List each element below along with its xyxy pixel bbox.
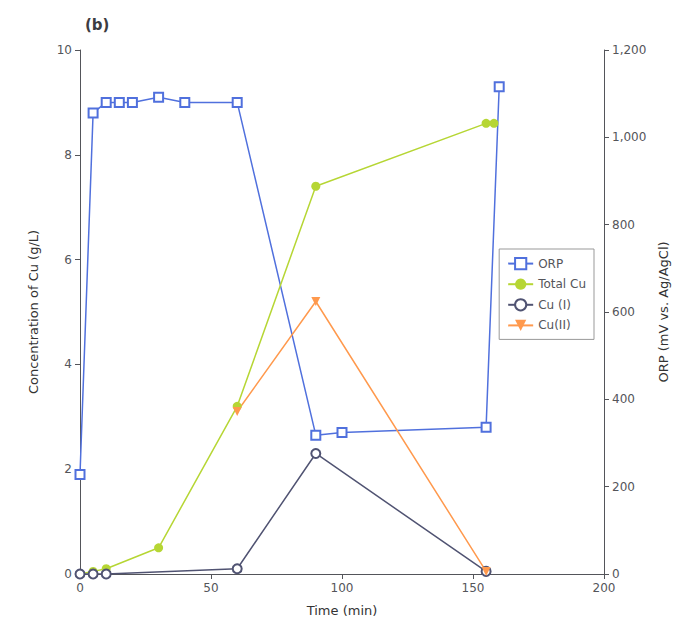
svg-text:100: 100 bbox=[331, 581, 354, 595]
svg-text:600: 600 bbox=[612, 305, 635, 319]
svg-text:0: 0 bbox=[76, 581, 84, 595]
svg-text:Total Cu: Total Cu bbox=[537, 277, 586, 291]
svg-text:4: 4 bbox=[64, 357, 72, 371]
svg-text:50: 50 bbox=[203, 581, 218, 595]
svg-text:Time (min): Time (min) bbox=[306, 603, 378, 618]
svg-text:400: 400 bbox=[612, 392, 635, 406]
svg-text:Cu(II): Cu(II) bbox=[538, 318, 570, 332]
svg-text:0: 0 bbox=[612, 567, 620, 581]
svg-text:200: 200 bbox=[593, 581, 616, 595]
svg-text:1,200: 1,200 bbox=[612, 43, 646, 57]
svg-text:200: 200 bbox=[612, 480, 635, 494]
svg-text:1,000: 1,000 bbox=[612, 130, 646, 144]
svg-text:2: 2 bbox=[64, 462, 72, 476]
svg-text:0: 0 bbox=[64, 567, 72, 581]
svg-text:(b): (b) bbox=[85, 16, 109, 34]
svg-text:800: 800 bbox=[612, 218, 635, 232]
svg-text:8: 8 bbox=[64, 148, 72, 162]
svg-text:ORP: ORP bbox=[538, 257, 563, 271]
svg-text:6: 6 bbox=[64, 253, 72, 267]
svg-text:Cu (I): Cu (I) bbox=[538, 298, 571, 312]
svg-text:ORP (mV vs. Ag/AgCl): ORP (mV vs. Ag/AgCl) bbox=[656, 241, 671, 382]
svg-text:Concentration of Cu (g/L): Concentration of Cu (g/L) bbox=[26, 230, 41, 394]
svg-text:10: 10 bbox=[57, 43, 72, 57]
svg-text:150: 150 bbox=[462, 581, 485, 595]
